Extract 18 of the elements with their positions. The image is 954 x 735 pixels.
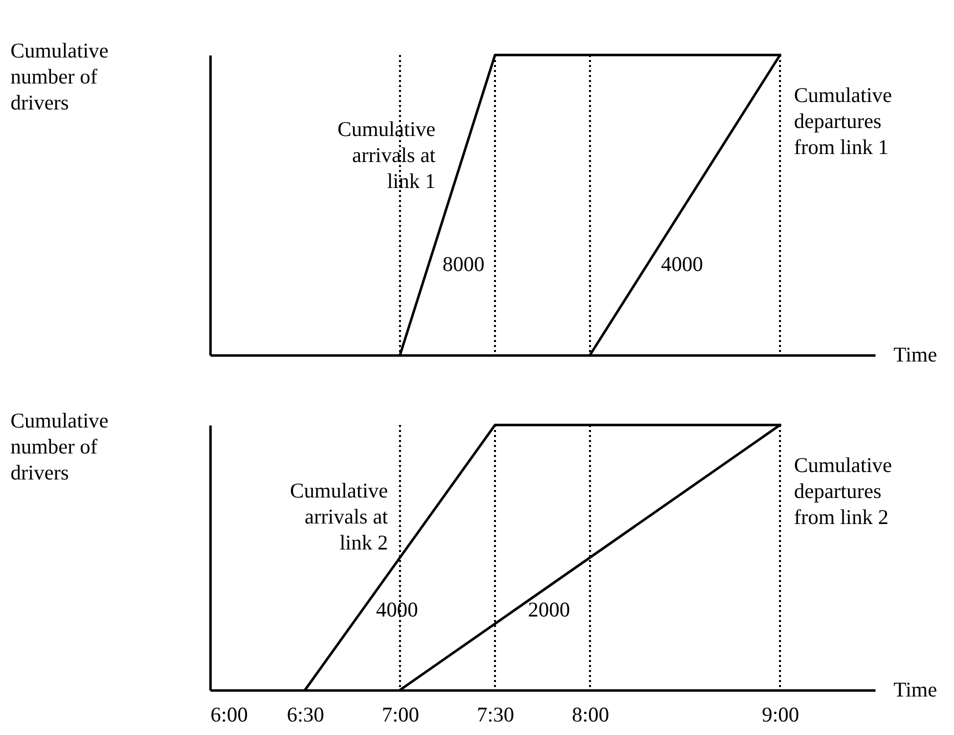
x-tick-label: 6:00 [210, 702, 248, 726]
annotation: 4000 [376, 598, 418, 622]
x-tick-label: 9:00 [762, 702, 800, 726]
x-tick-label: 7:00 [382, 702, 420, 726]
annotation: 8000 [442, 252, 484, 276]
series-label: Cumulative departures from link 2 [794, 453, 892, 529]
annotation: 2000 [528, 598, 570, 622]
x-tick-label: 8:00 [572, 702, 610, 726]
series-label: Cumulative arrivals at link 1 [338, 117, 436, 193]
series-label: Cumulative arrivals at link 2 [290, 478, 388, 554]
x-axis-title: Time [894, 678, 938, 702]
series-label: Cumulative departures from link 1 [794, 83, 892, 159]
y-axis-title: Cumulative number of drivers [10, 38, 108, 114]
x-axis-title: Time [894, 342, 938, 366]
y-axis-title: Cumulative number of drivers [10, 408, 108, 484]
annotation: 4000 [661, 252, 703, 276]
x-tick-label: 7:30 [476, 702, 514, 726]
x-tick-label: 6:30 [286, 702, 324, 726]
